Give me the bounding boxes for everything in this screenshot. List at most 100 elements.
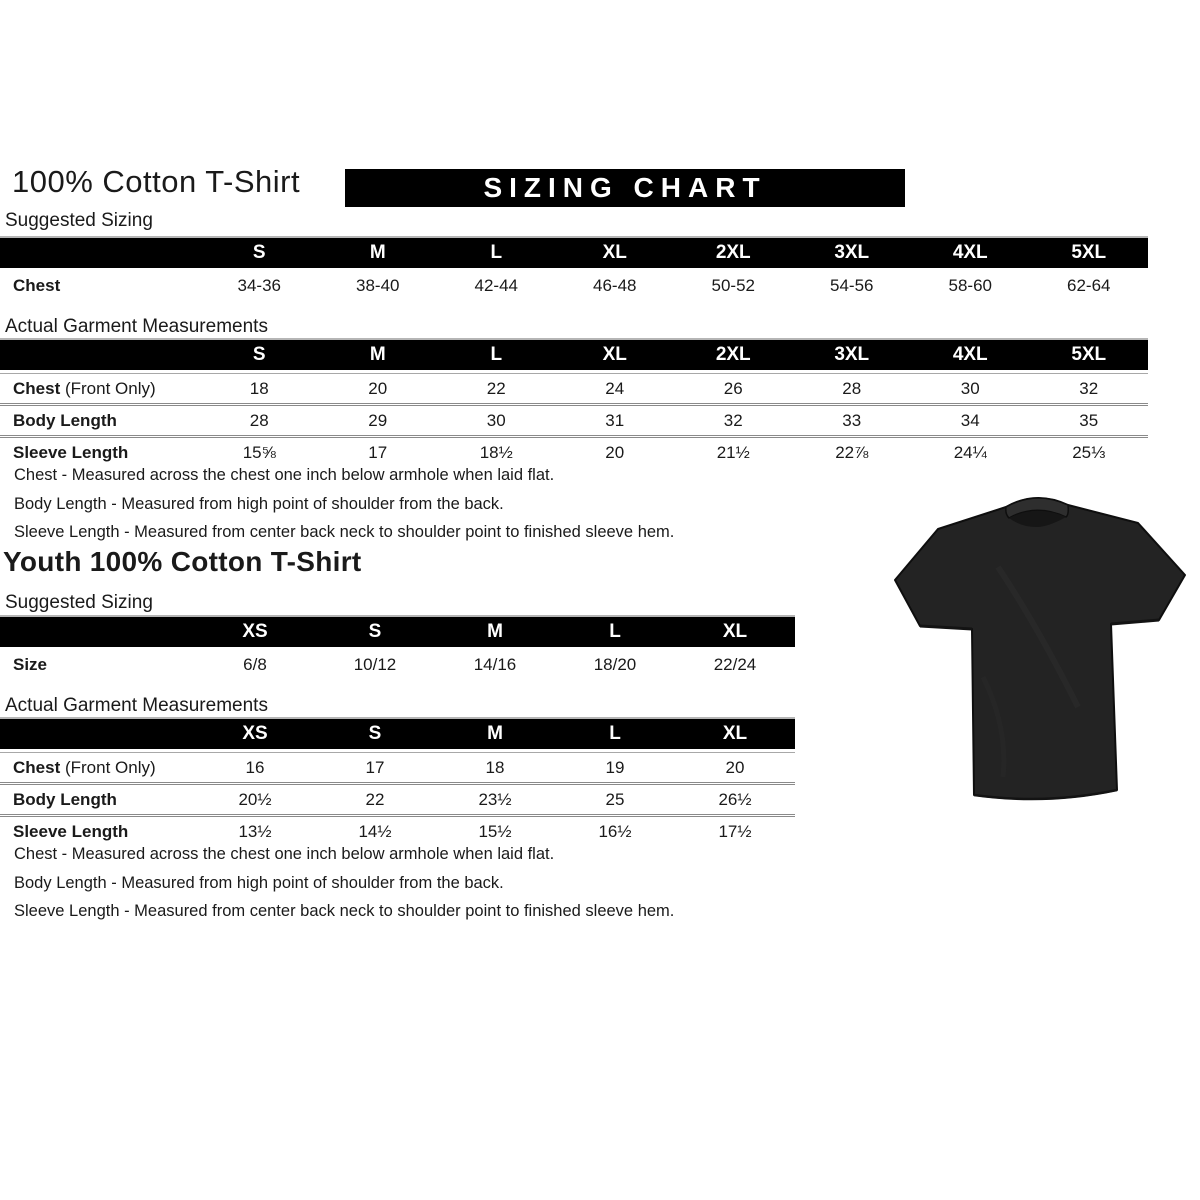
size-column-header: L [490, 344, 503, 365]
size-column-header: 5XL [1071, 242, 1107, 263]
size-column-header: 2XL [715, 344, 751, 365]
table-cell: 20 [605, 442, 625, 462]
table-cell: 30 [486, 410, 506, 430]
table-cell: 18/20 [593, 654, 637, 674]
page-title: 100% Cotton T-Shirt [12, 164, 301, 199]
table-header-row: S M L XL 2XL 3XL 4XL 5XL [0, 236, 1148, 268]
size-column-header: 4XL [952, 344, 988, 365]
table-cell: 14½ [358, 821, 392, 841]
size-column-header: XS [242, 621, 268, 642]
table-cell: 30 [960, 378, 980, 398]
size-column-header: XL [722, 723, 748, 744]
adult-measurement-notes: Chest - Measured across the chest one in… [14, 461, 674, 547]
table-cell: 28 [249, 410, 269, 430]
size-column-header: 5XL [1071, 344, 1107, 365]
table-cell: 25⅓ [1072, 442, 1106, 462]
row-label: Body Length [13, 789, 117, 809]
table-cell: 24¼ [953, 442, 987, 462]
row-label: Size [13, 654, 48, 674]
row-label: Body Length [13, 410, 117, 430]
size-column-header: XL [722, 621, 748, 642]
table-cell: 29 [368, 410, 388, 430]
table-cell: 58-60 [948, 275, 992, 295]
table-cell: 17 [365, 757, 385, 777]
table-cell: 15½ [478, 821, 512, 841]
size-column-header: L [609, 621, 621, 642]
table-cell: 33 [842, 410, 862, 430]
size-column-header: S [252, 242, 266, 263]
size-column-header: S [368, 621, 382, 642]
table-cell: 34 [960, 410, 980, 430]
row-label: Chest [13, 275, 61, 295]
table-row: Chest (Front Only) 18 20 22 24 26 28 30 … [0, 373, 1148, 406]
adult-actual-measurements-table: S M L XL 2XL 3XL 4XL 5XL Chest (Front On… [0, 338, 1148, 467]
table-row: Chest (Front Only) 16 17 18 19 20 [0, 752, 795, 785]
table-row: Chest 34-36 38-40 42-44 46-48 50-52 54-5… [0, 271, 1148, 300]
youth-suggested-sizing-label: Suggested Sizing [5, 592, 153, 613]
size-column-header: XL [602, 344, 627, 365]
adult-suggested-sizing-table: S M L XL 2XL 3XL 4XL 5XL Chest 34-36 38-… [0, 236, 1148, 300]
table-cell: 17 [368, 442, 388, 462]
table-cell: 20 [725, 757, 745, 777]
table-cell: 23½ [478, 789, 512, 809]
table-cell: 31 [605, 410, 625, 430]
table-cell: 32 [1079, 378, 1099, 398]
table-cell: 54-56 [830, 275, 874, 295]
table-row: Sleeve Length 13½ 14½ 15½ 16½ 17½ [0, 817, 795, 846]
size-column-header: L [490, 242, 503, 263]
size-column-header: 4XL [952, 242, 988, 263]
table-header-row: XS S M L XL [0, 717, 795, 749]
table-cell: 22 [486, 378, 506, 398]
size-column-header: 2XL [715, 242, 751, 263]
table-cell: 6/8 [243, 654, 267, 674]
size-column-header: M [369, 242, 386, 263]
table-header-row: S M L XL 2XL 3XL 4XL 5XL [0, 338, 1148, 370]
size-column-header: S [252, 344, 266, 365]
table-cell: 20½ [238, 789, 272, 809]
table-row: Body Length 20½ 22 23½ 25 26½ [0, 785, 795, 817]
table-cell: 38-40 [356, 275, 400, 295]
adult-actual-measurements-label: Actual Garment Measurements [5, 316, 268, 337]
row-label-suffix: (Front Only) [60, 757, 156, 777]
table-cell: 26 [723, 378, 743, 398]
size-column-header: M [487, 621, 503, 642]
table-cell: 24 [605, 378, 625, 398]
table-cell: 26½ [718, 789, 752, 809]
table-cell: 42-44 [474, 275, 518, 295]
table-cell: 19 [605, 757, 625, 777]
table-header-row: XS S M L XL [0, 615, 795, 647]
size-column-header: M [369, 344, 386, 365]
table-cell: 50-52 [711, 275, 755, 295]
size-column-header: S [368, 723, 382, 744]
table-cell: 34-36 [237, 275, 281, 295]
table-cell: 16½ [598, 821, 632, 841]
table-cell: 20 [368, 378, 388, 398]
table-cell: 14/16 [473, 654, 517, 674]
table-cell: 18 [249, 378, 269, 398]
table-cell: 15⅝ [242, 442, 276, 462]
youth-actual-measurements-table: XS S M L XL Chest (Front Only) 16 17 18 … [0, 717, 795, 846]
table-cell: 22⅞ [835, 442, 869, 462]
youth-suggested-sizing-table: XS S M L XL Size 6/8 10/12 14/16 18/20 2… [0, 615, 795, 679]
black-tshirt-graphic [894, 496, 1186, 801]
note-line: Body Length - Measured from high point o… [14, 873, 504, 892]
adult-suggested-sizing-label: Suggested Sizing [5, 210, 153, 231]
note-line: Sleeve Length - Measured from center bac… [14, 902, 675, 920]
size-column-header: XL [602, 242, 627, 263]
size-column-header: 3XL [834, 344, 870, 365]
table-cell: 22/24 [713, 654, 757, 674]
table-row: Sleeve Length 15⅝ 17 18½ 20 21½ 22⅞ 24¼ … [0, 438, 1148, 467]
table-cell: 17½ [718, 821, 752, 841]
table-row: Size 6/8 10/12 14/16 18/20 22/24 [0, 650, 795, 679]
note-line: Chest - Measured across the chest one in… [14, 845, 555, 863]
youth-measurement-notes: Chest - Measured across the chest one in… [14, 840, 674, 926]
row-label: Chest [13, 757, 61, 777]
table-cell: 62-64 [1067, 275, 1111, 295]
table-cell: 16 [245, 757, 265, 777]
size-column-header: XS [242, 723, 268, 744]
size-column-header: M [487, 723, 503, 744]
youth-section-title: Youth 100% Cotton T-Shirt [3, 546, 362, 577]
row-label: Chest [13, 378, 61, 398]
table-cell: 28 [842, 378, 862, 398]
size-column-header: L [609, 723, 621, 744]
